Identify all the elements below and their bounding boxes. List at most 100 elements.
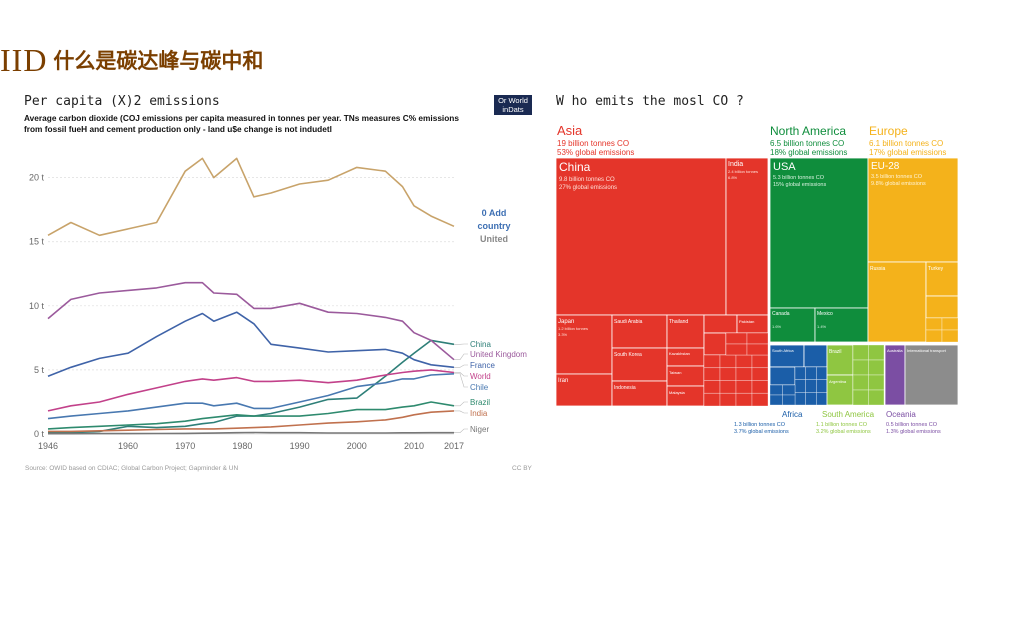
treemap-cell-other-africa[interactable] [794,392,806,406]
treemap-cell-other-asia[interactable] [735,367,753,381]
treemap-cell-other-asia[interactable] [751,380,769,394]
treemap-cell-other-europe[interactable] [941,329,959,343]
treemap-cell-mexico[interactable] [814,307,869,343]
treemap-cell-other-asia[interactable] [703,380,721,394]
treemap-cell-other-africa[interactable] [782,384,796,396]
treemap-cell-other-asia[interactable] [725,332,748,345]
treemap-cell-other-africa[interactable] [805,392,817,406]
region-share-europe: 17% global emissions [869,148,946,157]
treemap-cell-other-asia[interactable] [735,392,753,407]
treemap-cell-other-asia[interactable] [719,367,737,381]
treemap-cell-other-south-america[interactable] [868,374,885,391]
treemap-cell-malaysia[interactable] [666,385,705,407]
treemap-cell-other-africa[interactable] [769,394,783,406]
treemap-cell-other-asia[interactable] [751,354,769,369]
treemap-cell-iran[interactable] [555,373,613,407]
treemap-cell-other-asia[interactable] [703,354,721,369]
treemap-cell-other-south-america[interactable] [868,389,885,406]
treemap-cell-other-asia[interactable] [746,332,769,345]
treemap-cell-other-africa[interactable] [816,392,828,406]
treemap-cell-other-europe[interactable] [925,317,943,331]
treemap-cell-ukraine[interactable] [925,295,959,319]
treemap-cell-pakistan[interactable] [736,314,769,334]
treemap-cell-taiwan[interactable] [666,365,705,387]
cell-share-india: 6.8% [728,175,738,180]
treemap-cell-canada[interactable] [769,307,816,343]
cell-label-india: India [728,161,743,168]
treemap-cell-other-asia[interactable] [725,343,748,356]
series-line-niger[interactable] [48,431,454,435]
series-line-world[interactable] [47,369,455,412]
series-label-niger[interactable]: Niger [470,425,489,434]
treemap-cell-vietnam[interactable] [703,332,727,356]
treemap-cell-turkey[interactable] [925,261,959,297]
treemap-panel: W ho emits the mosl CO ? Asia 19 billion … [554,92,964,437]
treemap-cell-other-asia[interactable] [719,380,737,394]
series-label-india[interactable]: India [470,409,488,418]
treemap-cell-russia[interactable] [867,261,927,343]
treemap-cell-other-europe[interactable] [925,329,943,343]
series-line-us[interactable] [47,157,455,237]
treemap-cell-other-africa[interactable] [769,384,783,396]
treemap-cell-other-asia[interactable] [735,380,753,394]
treemap-cell-other-asia[interactable] [746,343,769,356]
treemap-cell-other-asia[interactable] [719,392,737,407]
owid-logo[interactable]: Or World inDats [494,95,532,115]
series-line-india[interactable] [48,410,455,433]
series-line-france[interactable] [47,311,455,378]
cell-label-china: China [559,160,591,174]
treemap-cell-other-asia[interactable] [703,367,721,381]
y-tick-label: 20 t [29,173,45,183]
treemap-cell-algeria[interactable] [769,366,796,386]
series-label-uk[interactable]: United Kingdom [470,350,527,359]
series-label-france[interactable]: France [470,361,495,370]
treemap-cell-other-africa[interactable] [816,366,828,380]
region-share-africa: 3.7% global emissions [734,429,789,435]
treemap-cell-eu28[interactable] [867,157,959,263]
treemap-cell-india[interactable] [725,157,769,316]
treemap-cell-australia[interactable] [884,344,906,406]
treemap-cell-other-africa[interactable] [805,366,817,380]
treemap-cell-south-korea[interactable] [611,347,668,382]
treemap-cell-other-south-america[interactable] [868,359,885,376]
treemap-cell-brazil[interactable] [826,344,854,376]
treemap-cell-other-asia[interactable] [703,392,721,407]
treemap-cell-other-south-america[interactable] [852,389,869,406]
treemap-cell-other-south-america[interactable] [852,344,869,361]
cell-share-eu28: 9.8% global emissions [871,181,926,187]
series-label-world[interactable]: World [470,372,491,381]
treemap-cell-other-africa[interactable] [782,394,796,406]
treemap-cell-argentina[interactable] [826,374,854,406]
treemap-cell-other-europe[interactable] [941,317,959,331]
treemap-cell-other-asia[interactable] [735,354,753,369]
treemap-cell-other-asia[interactable] [719,354,737,369]
series-label-chile[interactable]: Chile [470,383,489,392]
treemap-title: W ho emits the mosl CO ? [556,94,744,109]
treemap-cell-international-transport[interactable] [904,344,959,406]
treemap-cell-egypt[interactable] [803,344,828,368]
license-link[interactable]: CC BY [512,465,532,472]
treemap-cell-other-asia[interactable] [751,367,769,381]
treemap-cell-usa[interactable] [769,157,869,309]
treemap-cell-china[interactable] [555,157,727,316]
treemap-cell-other-south-america[interactable] [852,374,869,391]
treemap-cell-iraq[interactable] [703,314,738,334]
treemap-cell-other-africa[interactable] [794,379,806,393]
treemap-cell-other-south-america[interactable] [852,359,869,376]
treemap-cell-japan[interactable] [555,314,613,375]
treemap-cell-other-south-america[interactable] [868,344,885,361]
treemap-cell-saudi-arabia[interactable] [611,314,668,349]
treemap-cell-other-africa[interactable] [794,366,806,380]
series-line-chile[interactable] [47,373,455,420]
series-label-connector [454,364,468,368]
series-line-uk[interactable] [47,281,455,361]
treemap-cell-other-africa[interactable] [816,379,828,393]
cell-label-saudi-arabia: Saudi Arabia [614,319,643,325]
treemap-cell-other-asia[interactable] [751,392,769,407]
treemap-cell-other-africa[interactable] [805,379,817,393]
series-line-brazil[interactable] [47,401,455,430]
x-tick-label: 2010 [404,441,424,451]
add-country-button[interactable]: 0 Add country United [466,207,522,246]
series-label-brazil[interactable]: Brazil [470,398,490,407]
series-label-china[interactable]: China [470,340,491,349]
